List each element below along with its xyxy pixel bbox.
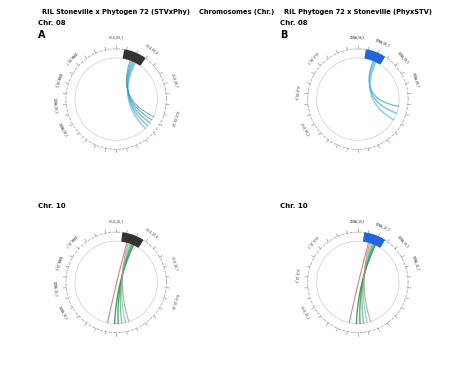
Text: CGNA_10_1: CGNA_10_1 xyxy=(350,219,366,223)
Text: A: A xyxy=(38,30,46,40)
Text: CGNA_10_5: CGNA_10_5 xyxy=(54,255,62,272)
Text: CGNA_08_3: CGNA_08_3 xyxy=(375,38,391,48)
Text: LNLG_10_4: LNLG_10_4 xyxy=(145,227,159,239)
Text: LNLG_08_7: LNLG_08_7 xyxy=(306,51,319,65)
Text: LNLG_10_4: LNLG_10_4 xyxy=(294,268,300,283)
Text: CGNA_10_3: CGNA_10_3 xyxy=(375,221,391,232)
Text: CGNA_08_7: CGNA_08_7 xyxy=(412,72,420,88)
Text: LNLG_08_4: LNLG_08_4 xyxy=(145,43,159,55)
Text: CGNA_08_3: CGNA_08_3 xyxy=(52,98,58,114)
Text: LNLG_08_1: LNLG_08_1 xyxy=(109,36,124,40)
Text: CGNA_08_7: CGNA_08_7 xyxy=(64,51,77,65)
Text: CGNA_10_1: CGNA_10_1 xyxy=(57,305,69,321)
Text: LNLG_10_10: LNLG_10_10 xyxy=(170,293,179,310)
Polygon shape xyxy=(365,50,384,64)
Text: B: B xyxy=(280,30,287,40)
Text: CGNA_08_1: CGNA_08_1 xyxy=(350,36,366,40)
Text: CGNA_10_3: CGNA_10_3 xyxy=(52,281,58,297)
Text: RIL Phytogen 72 x Stoneville (PhyxSTV): RIL Phytogen 72 x Stoneville (PhyxSTV) xyxy=(284,9,432,15)
Text: CGNA_08_5: CGNA_08_5 xyxy=(397,51,410,65)
Polygon shape xyxy=(364,233,384,247)
Text: Chr. 08: Chr. 08 xyxy=(38,20,66,26)
Text: Chr. 10: Chr. 10 xyxy=(280,203,308,209)
Text: LNLG_08_4: LNLG_08_4 xyxy=(294,85,300,100)
Text: LNLG_10_7: LNLG_10_7 xyxy=(170,256,179,271)
Text: CGNA_08_5: CGNA_08_5 xyxy=(54,72,62,88)
Text: LNLG_08_1: LNLG_08_1 xyxy=(299,122,310,137)
Polygon shape xyxy=(122,233,143,247)
Polygon shape xyxy=(123,50,145,65)
Text: Chr. 08: Chr. 08 xyxy=(280,20,308,26)
Text: CGNA_10_7: CGNA_10_7 xyxy=(412,255,420,272)
Text: LNLG_08_7: LNLG_08_7 xyxy=(170,73,179,88)
Text: CGNA_10_7: CGNA_10_7 xyxy=(64,234,77,249)
Text: LNLG_10_1: LNLG_10_1 xyxy=(299,306,310,321)
Text: Chr. 10: Chr. 10 xyxy=(38,203,66,209)
Text: CGNA_10_5: CGNA_10_5 xyxy=(397,234,410,248)
Text: LNLG_10_1: LNLG_10_1 xyxy=(109,219,124,223)
Text: Chromosomes (Chr.): Chromosomes (Chr.) xyxy=(200,9,274,15)
Text: LNLG_10_7: LNLG_10_7 xyxy=(306,234,319,248)
Text: RIL Stoneville x Phytogen 72 (STVxPhy): RIL Stoneville x Phytogen 72 (STVxPhy) xyxy=(42,9,190,15)
Text: LNLG_08_10: LNLG_08_10 xyxy=(170,110,179,126)
Text: CGNA_08_1: CGNA_08_1 xyxy=(57,122,69,138)
